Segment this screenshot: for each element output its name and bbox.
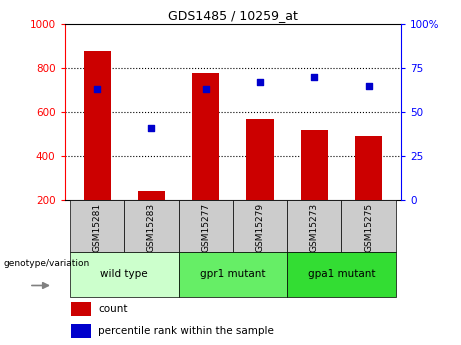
Text: GSM15279: GSM15279 — [255, 203, 265, 252]
Text: gpa1 mutant: gpa1 mutant — [307, 269, 375, 279]
Text: GSM15277: GSM15277 — [201, 203, 210, 252]
Text: wild type: wild type — [100, 269, 148, 279]
Text: gpr1 mutant: gpr1 mutant — [200, 269, 266, 279]
FancyBboxPatch shape — [178, 252, 287, 297]
Title: GDS1485 / 10259_at: GDS1485 / 10259_at — [168, 9, 298, 22]
Bar — [138, 191, 165, 200]
Text: GSM15281: GSM15281 — [93, 203, 101, 252]
Point — [256, 79, 264, 85]
FancyBboxPatch shape — [341, 200, 396, 252]
FancyBboxPatch shape — [70, 252, 178, 297]
Bar — [246, 119, 273, 200]
Text: count: count — [98, 304, 128, 314]
Bar — [71, 324, 91, 338]
Point — [365, 83, 372, 89]
FancyBboxPatch shape — [233, 200, 287, 252]
Bar — [192, 72, 219, 200]
FancyBboxPatch shape — [124, 200, 178, 252]
Bar — [83, 51, 111, 200]
Bar — [301, 130, 328, 200]
FancyBboxPatch shape — [70, 200, 124, 252]
Text: GSM15275: GSM15275 — [364, 203, 373, 252]
Point — [311, 74, 318, 80]
Point — [94, 87, 101, 92]
Point — [148, 125, 155, 131]
Text: percentile rank within the sample: percentile rank within the sample — [98, 326, 274, 336]
Text: GSM15273: GSM15273 — [310, 203, 319, 252]
Point — [202, 87, 209, 92]
Bar — [71, 303, 91, 316]
Bar — [355, 136, 382, 200]
FancyBboxPatch shape — [178, 200, 233, 252]
FancyBboxPatch shape — [287, 252, 396, 297]
Text: genotype/variation: genotype/variation — [3, 258, 89, 268]
Text: GSM15283: GSM15283 — [147, 203, 156, 252]
FancyBboxPatch shape — [287, 200, 341, 252]
